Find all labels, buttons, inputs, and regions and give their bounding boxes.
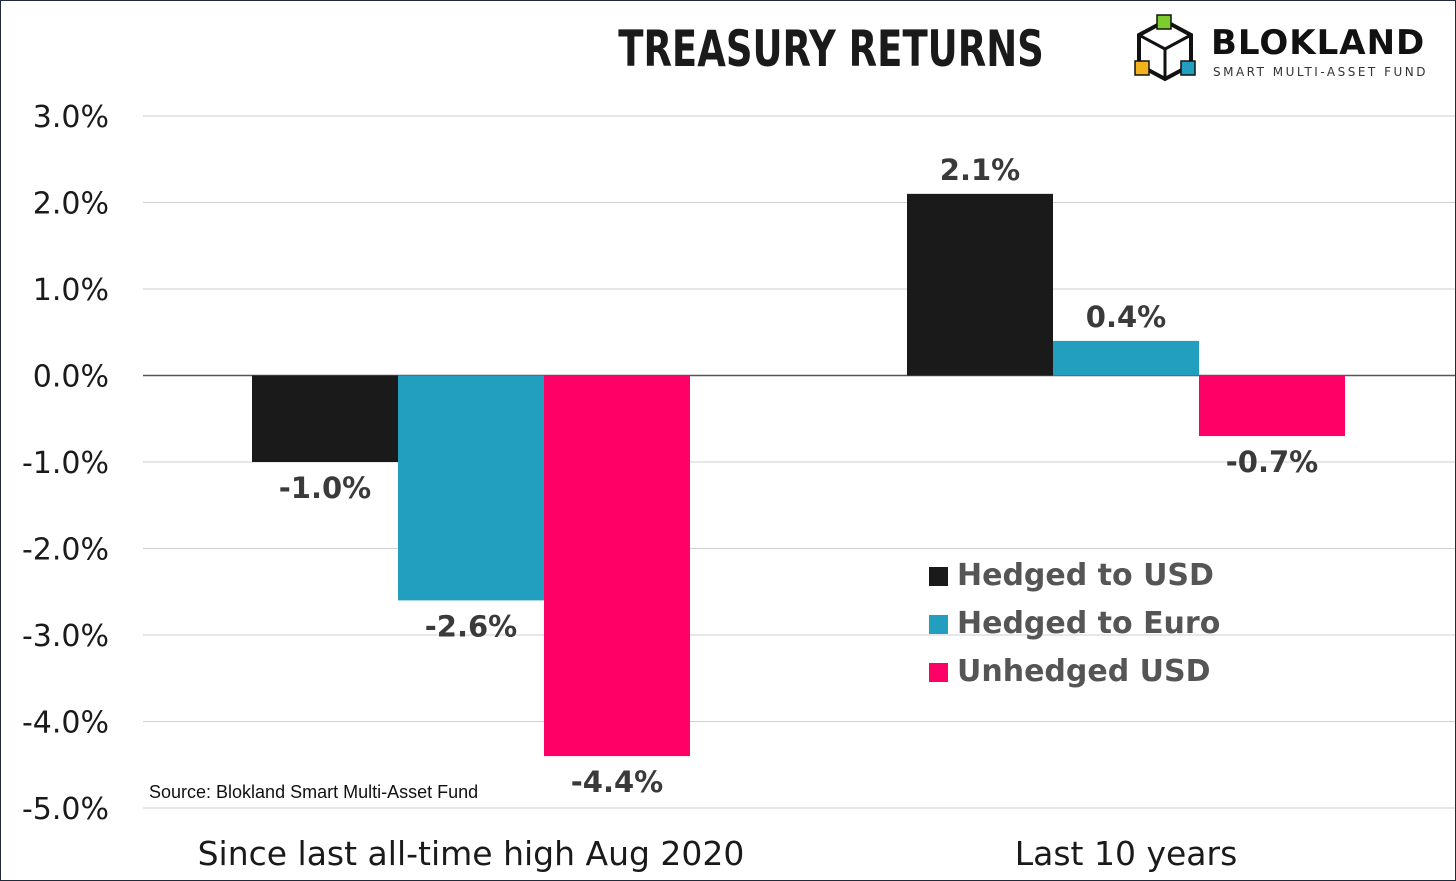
y-tick-label: 1.0%	[33, 273, 109, 308]
bar	[907, 193, 1053, 376]
cube-logo-icon	[1134, 14, 1196, 82]
data-label: 2.1%	[940, 153, 1020, 187]
bar	[1053, 340, 1199, 376]
logo: BLOKLAND SMART MULTI-ASSET FUND	[1133, 13, 1443, 85]
y-tick-label: 0.0%	[33, 360, 109, 395]
data-label: -0.7%	[1226, 445, 1318, 479]
data-label: -4.4%	[571, 765, 663, 799]
legend-swatch	[929, 615, 948, 634]
y-tick-label: -4.0%	[22, 706, 109, 741]
brand-name: BLOKLAND	[1211, 23, 1426, 63]
y-tick-label: 3.0%	[33, 100, 109, 135]
y-tick-label: -1.0%	[22, 446, 109, 481]
legend-label: Hedged to Euro	[957, 606, 1221, 641]
source-note: Source: Blokland Smart Multi-Asset Fund	[149, 782, 479, 802]
data-label: 0.4%	[1086, 300, 1166, 334]
y-tick-label: 2.0%	[33, 187, 109, 222]
bar	[398, 375, 544, 601]
y-tick-label: -2.0%	[22, 533, 109, 568]
bar	[252, 375, 398, 462]
legend-swatch	[929, 567, 948, 586]
bar	[1199, 375, 1345, 437]
category-label: Last 10 years	[1015, 834, 1238, 873]
data-label: -1.0%	[279, 471, 371, 505]
legend-swatch	[929, 663, 948, 682]
legend-label: Hedged to USD	[957, 558, 1214, 593]
legend-label: Unhedged USD	[957, 654, 1211, 689]
data-label: -2.6%	[425, 609, 517, 643]
category-label: Since last all-time high Aug 2020	[198, 834, 745, 873]
y-tick-label: -3.0%	[22, 619, 109, 654]
bar	[544, 375, 690, 757]
y-tick-label: -5.0%	[22, 792, 109, 827]
brand-tagline: SMART MULTI-ASSET FUND	[1213, 65, 1428, 79]
